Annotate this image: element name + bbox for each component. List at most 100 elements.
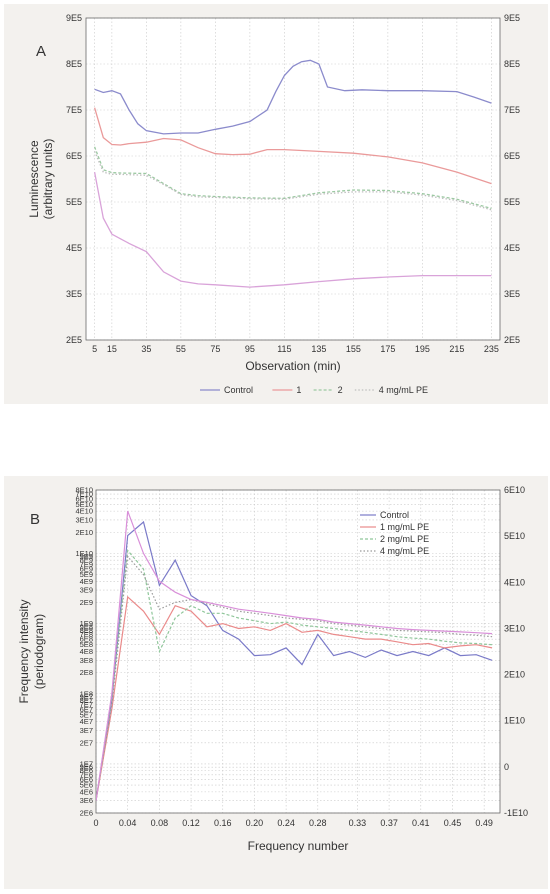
chart-b-y-tick-label: 7E6 <box>80 770 93 779</box>
chart-a-x-tick-label: 175 <box>380 344 395 354</box>
chart-b-series-line <box>96 549 493 801</box>
chart-a-x-tick-label: 195 <box>415 344 430 354</box>
chart-a-frame <box>85 17 501 341</box>
chart-b-legend-label: 2 mg/mL PE <box>380 534 429 544</box>
chart-a-y2-tick-label: 7E5 <box>504 105 520 115</box>
chart-a-y-tick-label: 4E5 <box>66 243 82 253</box>
chart-a-y2-tick-label: 6E5 <box>504 151 520 161</box>
chart-b-y-tick-label: 1E10 <box>75 549 93 558</box>
chart-b-y-tick-label: 5E8 <box>80 640 93 649</box>
chart-b-y-tick-label: 8E6 <box>80 766 93 775</box>
chart-b-y-tick-label: 2E8 <box>80 668 93 677</box>
chart-b-x-tick-label: 0.08 <box>151 818 169 828</box>
chart-b-legend-label: 4 mg/mL PE <box>380 546 429 556</box>
chart-a: 2E5 2E5 3E5 3E5 4E5 4E5 5E5 5E5 6E5 6E5 7E5 7E5 8E5 8… <box>27 13 520 395</box>
chart-b-y-tick-label: 5E9 <box>80 570 93 579</box>
chart-a-series <box>93 59 492 288</box>
chart-b-y-tick-label: 4E9 <box>80 577 93 586</box>
chart-a-series-line <box>94 151 492 211</box>
chart-b-y-tick-label: 6E6 <box>80 775 93 784</box>
chart-b-series-line <box>96 595 493 801</box>
chart-a-legend-label: 1 <box>296 385 301 395</box>
chart-a-x-tick-label: 55 <box>176 344 186 354</box>
chart-a-y2-tick-label: 2E5 <box>504 335 520 345</box>
chart-b-y-axis-label: Frequency intensity <box>17 599 31 703</box>
chart-a-legend-label: Control <box>224 385 253 395</box>
chart-a-panel-label: A <box>36 43 46 60</box>
chart-b-x-axis-label: Frequency number <box>248 839 349 853</box>
chart-b-x-tick-label: 0.33 <box>349 818 367 828</box>
chart-a-series-line <box>93 107 492 185</box>
chart-b-x-tick-label: 0.37 <box>380 818 398 828</box>
chart-b-y-tick-label: 5E7 <box>80 710 93 719</box>
chart-a-tick-labels: 2E5 2E5 3E5 3E5 4E5 4E5 5E5 5E5 6E5 6E5 7E5 7E5 8E5 8… <box>66 13 520 354</box>
chart-b-legend-label: Control <box>380 510 409 520</box>
chart-b-y-tick-label: 3E8 <box>80 656 93 665</box>
chart-a-series-line <box>94 59 492 135</box>
chart-a-y2-tick-label: 5E5 <box>504 197 520 207</box>
chart-a-y-axis-label: Luminescence <box>27 140 41 218</box>
chart-a-x-tick-label: 75 <box>210 344 220 354</box>
chart-a-y-tick-label: 7E5 <box>66 105 82 115</box>
chart-b-y-tick-label: 7E7 <box>80 700 93 709</box>
chart-b-y-tick-label: 1E7 <box>80 759 93 768</box>
chart-a-y-tick-label: 9E5 <box>66 13 82 23</box>
chart-a-legend-label: 2 <box>338 385 343 395</box>
chart-b-y2-tick-label: 1E10 <box>504 716 525 726</box>
chart-b-y-tick-label: 8E10 <box>75 486 93 495</box>
chart-b-x-tick-label: 0 <box>93 818 98 828</box>
chart-a-y2-tick-label: 8E5 <box>504 59 520 69</box>
chart-b-y-tick-label: 9E7 <box>80 692 93 701</box>
chart-b-x-tick-label: 0.41 <box>412 818 430 828</box>
chart-b-y-tick-label: 1E9 <box>80 619 93 628</box>
chart-a-x-tick-label: 15 <box>107 344 117 354</box>
chart-a-legend: Control 1 2 4 mg/mL PE <box>200 385 428 395</box>
chart-b-y-tick-label: 4E6 <box>80 787 93 796</box>
chart-a-series-line <box>93 171 492 288</box>
chart-b-legend: Control 1 mg/mL PE 2 mg/mL PE 4 mg/mL PE <box>360 510 429 556</box>
panel-b: 8E10 7E10 6E10 5E10 4E10 3E10 2E10 1E10 9E9 8E9 7E… <box>4 476 548 889</box>
chart-b-y-tick-label: 3E9 <box>80 586 93 595</box>
chart-b-y-tick-label: 6E7 <box>80 705 93 714</box>
chart-b-y2-tick-label: 6E10 <box>504 485 525 495</box>
chart-b-x-tick-label: 0.04 <box>119 818 137 828</box>
chart-b-series <box>96 510 493 801</box>
chart-a-y2-tick-label: 4E5 <box>504 243 520 253</box>
chart-b-y-tick-label: 9E8 <box>80 622 93 631</box>
chart-b-y-tick-label: 8E8 <box>80 626 93 635</box>
chart-b-y-axis-label-units: (periodogram) <box>32 614 46 689</box>
chart-b-y2-tick-label: 4E10 <box>504 577 525 587</box>
chart-b-y-tick-label: 5E6 <box>80 781 93 790</box>
chart-b-y-tick-label: 2E10 <box>75 528 93 537</box>
chart-a-x-tick-label: 35 <box>141 344 151 354</box>
chart-b-series-line <box>96 510 493 801</box>
chart-b-y-tick-label: 6E8 <box>80 635 93 644</box>
chart-a-y-tick-label: 2E5 <box>66 335 82 345</box>
chart-a-x-axis-label: Observation (min) <box>245 359 340 373</box>
chart-b-x-tick-label: 0.20 <box>246 818 264 828</box>
chart-a-y-tick-label: 5E5 <box>66 197 82 207</box>
chart-a-x-tick-label: 115 <box>277 344 291 354</box>
chart-a-plot-area <box>86 18 500 340</box>
chart-a-y-axis-label-units: (arbitrary units) <box>41 139 55 220</box>
chart-a-x-tick-label: 235 <box>484 344 499 354</box>
chart-b-x-tick-label: 0.28 <box>309 818 327 828</box>
chart-b-y-tick-label: 6E9 <box>80 564 93 573</box>
chart-b-y-tick-label: 5E10 <box>75 500 93 509</box>
chart-b-y-tick-label: 4E8 <box>80 647 93 656</box>
chart-a-x-tick-label: 215 <box>449 344 464 354</box>
chart-b-y-tick-label: 2E6 <box>80 809 93 818</box>
chart-b-x-tick-label: 0.24 <box>277 818 295 828</box>
chart-b-y2-tick-label: 5E10 <box>504 531 525 541</box>
chart-b-y-tick-label: 7E9 <box>80 560 93 569</box>
chart-b-x-tick-label: 0.49 <box>475 818 493 828</box>
chart-b-y-tick-label: 2E9 <box>80 598 93 607</box>
chart-a-y-tick-label: 8E5 <box>66 59 82 69</box>
chart-b-series-line <box>96 520 493 801</box>
chart-b-y2-tick-label: 0 <box>504 762 509 772</box>
chart-b-x-tick-label: 0.16 <box>214 818 232 828</box>
chart-b-frame <box>95 489 501 814</box>
chart-a-x-tick-label: 5 <box>92 344 97 354</box>
chart-b-y-tick-label: 3E7 <box>80 726 93 735</box>
chart-b-tick-labels: 8E107E106E105E104E103E102E101E109E98E97E… <box>75 485 528 828</box>
